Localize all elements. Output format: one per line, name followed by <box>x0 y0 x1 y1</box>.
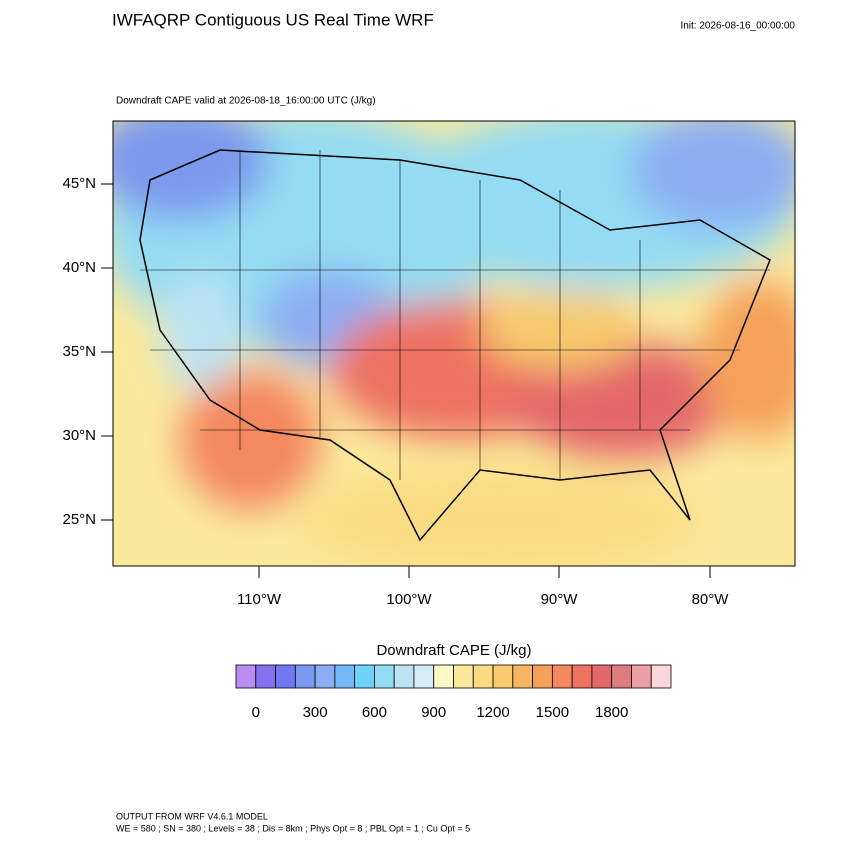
colorbar-box <box>453 664 474 689</box>
colorbar-tick-label: 300 <box>303 704 328 721</box>
colorbar-box <box>591 664 613 689</box>
colorbar <box>235 664 672 689</box>
lon-label: 100°W <box>386 591 432 608</box>
colorbar-box <box>235 664 257 689</box>
colorbar-box <box>512 664 533 689</box>
colorbar-tick-label: 0 <box>252 704 260 721</box>
colorbar-tick-label: 1500 <box>536 704 569 721</box>
colorbar-box <box>611 664 632 689</box>
colorbar-tick-label: 600 <box>362 704 387 721</box>
colorbar-box <box>354 664 375 689</box>
lat-label: 45°N <box>62 175 96 192</box>
colorbar-box <box>334 664 356 689</box>
map-subtitle: Downdraft CAPE valid at 2026-08-18_16:00… <box>116 96 376 107</box>
map-frame <box>112 120 796 567</box>
lat-label: 35°N <box>62 343 96 360</box>
colorbar-box <box>571 664 593 689</box>
footer-line: WE = 580 ; SN = 380 ; Levels = 38 ; Dis … <box>116 823 470 833</box>
colorbar-box <box>275 664 296 689</box>
colorbar-box <box>393 664 415 689</box>
lon-label: 90°W <box>541 591 579 608</box>
map-field <box>113 121 795 566</box>
colorbar-box <box>492 664 514 689</box>
colorbar-box <box>433 664 454 689</box>
colorbar-box <box>294 664 316 689</box>
colorbar-box <box>413 664 435 689</box>
init-time: Init: 2026-08-16_00:00:00 <box>680 21 795 32</box>
lat-label: 25°N <box>62 511 96 528</box>
colorbar-box <box>472 664 494 689</box>
lat-label: 40°N <box>62 259 96 276</box>
colorbar-box <box>374 664 395 689</box>
colorbar-tick-label: 900 <box>421 704 446 721</box>
colorbar-tick-label: 1800 <box>595 704 628 721</box>
colorbar-box <box>551 664 573 689</box>
colorbar-box <box>631 664 652 689</box>
colorbar-box <box>532 664 553 689</box>
lon-label: 80°W <box>692 591 730 608</box>
title: IWFAQRP Contiguous US Real Time WRF <box>112 10 434 29</box>
footer-line: OUTPUT FROM WRF V4.6.1 MODEL <box>116 811 268 821</box>
colorbar-title: Downdraft CAPE (J/kg) <box>376 642 531 659</box>
colorbar-box <box>314 664 336 689</box>
colorbar-box <box>255 664 276 689</box>
lat-label: 30°N <box>62 427 96 444</box>
colorbar-box <box>650 664 672 689</box>
lon-label: 110°W <box>237 591 282 608</box>
colorbar-tick-label: 1200 <box>476 704 509 721</box>
